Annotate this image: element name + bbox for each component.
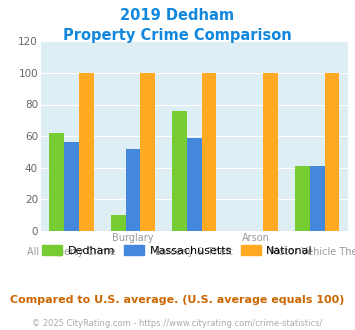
Bar	[295, 166, 310, 231]
Text: Burglary: Burglary	[112, 233, 154, 243]
Text: 2019 Dedham: 2019 Dedham	[120, 8, 235, 23]
Bar	[187, 138, 202, 231]
Bar	[64, 143, 79, 231]
Legend: Dedham, Massachusetts, National: Dedham, Massachusetts, National	[38, 241, 317, 260]
Text: Larceny & Theft: Larceny & Theft	[155, 247, 233, 257]
Bar	[324, 73, 339, 231]
Text: All Property Crime: All Property Crime	[27, 247, 116, 257]
Bar	[111, 215, 126, 231]
Bar	[126, 149, 140, 231]
Bar	[140, 73, 155, 231]
Bar	[310, 166, 324, 231]
Text: Arson: Arson	[242, 233, 270, 243]
Bar	[79, 73, 94, 231]
Bar	[172, 111, 187, 231]
Text: Motor Vehicle Theft: Motor Vehicle Theft	[270, 247, 355, 257]
Text: Property Crime Comparison: Property Crime Comparison	[63, 28, 292, 43]
Text: Compared to U.S. average. (U.S. average equals 100): Compared to U.S. average. (U.S. average …	[10, 295, 345, 305]
Bar	[202, 73, 217, 231]
Bar	[263, 73, 278, 231]
Bar	[49, 133, 64, 231]
Text: © 2025 CityRating.com - https://www.cityrating.com/crime-statistics/: © 2025 CityRating.com - https://www.city…	[32, 319, 323, 328]
